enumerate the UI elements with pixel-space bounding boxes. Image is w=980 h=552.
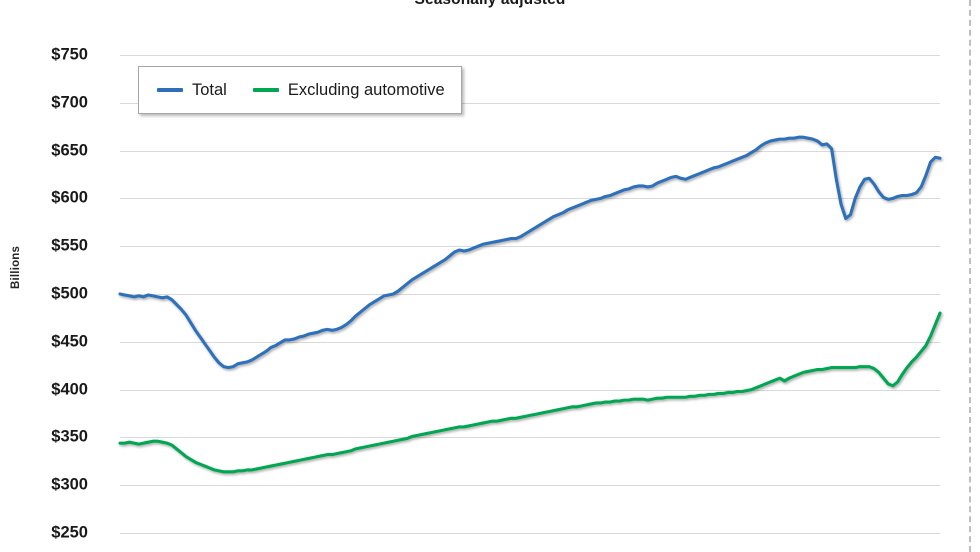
y-axis-tick-label: $700 bbox=[51, 93, 88, 112]
y-axis-tick-label: $350 bbox=[51, 427, 88, 446]
gridline bbox=[120, 389, 940, 391]
gridline bbox=[120, 246, 940, 248]
page-break-dashed-rule bbox=[969, 0, 971, 552]
gridline bbox=[120, 341, 940, 343]
gridline bbox=[120, 198, 940, 200]
legend-label: Excluding automotive bbox=[287, 80, 445, 99]
legend-label: Total bbox=[192, 80, 227, 99]
gridline bbox=[120, 533, 940, 534]
series-lines bbox=[118, 135, 942, 474]
legend-line-swatch-icon bbox=[252, 88, 279, 92]
gridline bbox=[120, 150, 940, 152]
y-axis-tick-label: $650 bbox=[51, 141, 88, 160]
legend-line-swatch-icon bbox=[157, 88, 183, 92]
y-axis-tick-label: $550 bbox=[51, 236, 88, 255]
series-line-excluding-automotive bbox=[118, 311, 942, 474]
legend-entry[interactable]: Total bbox=[157, 81, 227, 100]
y-axis-title: Billions bbox=[10, 245, 22, 289]
gridline bbox=[120, 437, 940, 439]
y-axis-tick-label: $500 bbox=[51, 284, 88, 303]
gridline bbox=[120, 55, 940, 56]
gridline bbox=[120, 485, 940, 487]
y-axis-tick-label: $400 bbox=[51, 380, 88, 399]
chart-title: Seasonally adjusted bbox=[0, 0, 980, 9]
legend-entry[interactable]: Excluding automotive bbox=[252, 80, 445, 100]
plot-area bbox=[118, 40, 942, 545]
y-axis-tick-label: $600 bbox=[51, 188, 88, 207]
y-axis-tick-label: $750 bbox=[51, 45, 88, 64]
y-axis-tick-label: $450 bbox=[51, 332, 88, 351]
gridline bbox=[120, 102, 940, 104]
y-axis-tick-label: $300 bbox=[51, 475, 88, 494]
gridline bbox=[120, 294, 940, 295]
series-line-total bbox=[118, 135, 942, 370]
chart-legend: Total Excluding automotive bbox=[138, 66, 462, 114]
y-axis-tick-label: $250 bbox=[51, 523, 88, 542]
